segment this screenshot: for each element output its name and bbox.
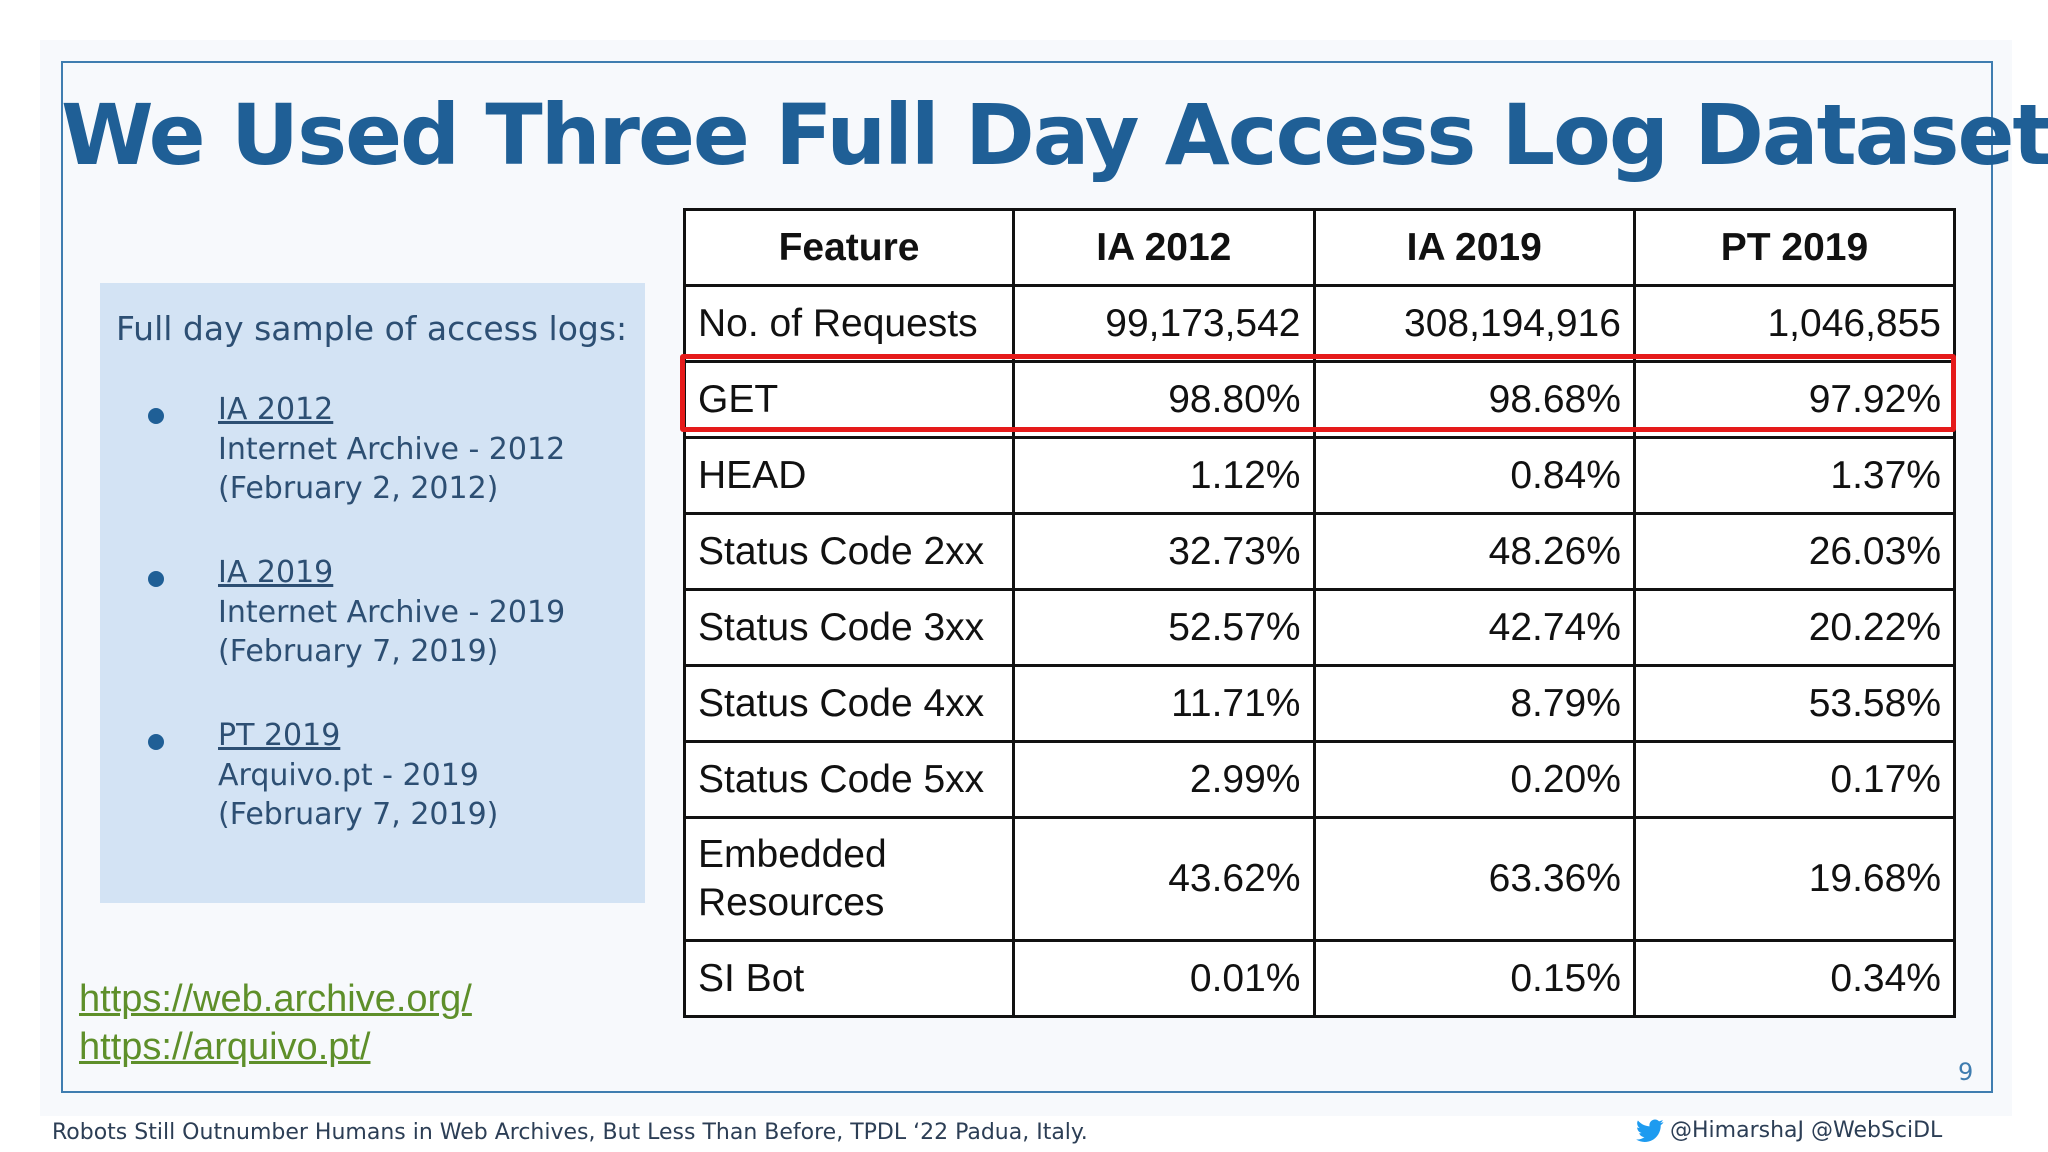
value-cell: 98.80%: [1012, 360, 1316, 439]
value-cell: 32.73%: [1012, 512, 1316, 591]
value-cell: 0.34%: [1632, 939, 1957, 1018]
table-row: No. of Requests 99,173,542 308,194,916 1…: [682, 284, 1957, 363]
feature-cell: No. of Requests: [682, 284, 1016, 363]
value-cell: 43.62%: [1012, 816, 1316, 942]
feature-cell: Status Code 5xx: [682, 740, 1016, 819]
social-handles: @HimarshaJ @WebSciDL: [1636, 1118, 1942, 1143]
feature-cell: Embedded Resources: [682, 816, 1016, 942]
value-cell: 1.12%: [1012, 436, 1316, 515]
slide-title: We Used Three Full Day Access Log Datase…: [61, 86, 2048, 184]
value-cell: 2.99%: [1012, 740, 1316, 819]
dataset-name-link[interactable]: PT 2019: [218, 718, 341, 753]
reference-links: https://web.archive.org/ https://arquivo…: [79, 975, 472, 1071]
value-cell: 48.26%: [1312, 512, 1636, 591]
header-ia2012: IA 2012: [1012, 208, 1316, 287]
table-row: GET 98.80% 98.68% 97.92%: [682, 360, 1957, 439]
value-cell: 0.15%: [1312, 939, 1636, 1018]
header-feature: Feature: [682, 208, 1016, 287]
value-cell: 0.20%: [1312, 740, 1636, 819]
bullet-icon: [148, 408, 164, 424]
twitter-icon: [1636, 1118, 1664, 1142]
table-row: HEAD 1.12% 0.84% 1.37%: [682, 436, 1957, 515]
value-cell: 20.22%: [1632, 588, 1957, 667]
feature-cell: Status Code 3xx: [682, 588, 1016, 667]
web-archive-link[interactable]: https://web.archive.org/: [79, 978, 472, 1020]
dataset-date: (February 7, 2019): [218, 634, 499, 669]
table-header-row: Feature IA 2012 IA 2019 PT 2019: [682, 208, 1957, 287]
feature-line-1: Embedded: [698, 833, 887, 876]
page-number: 9: [1958, 1058, 1974, 1086]
value-cell: 8.79%: [1312, 664, 1636, 743]
feature-cell: Status Code 2xx: [682, 512, 1016, 591]
value-cell: 42.74%: [1312, 588, 1636, 667]
value-cell: 99,173,542: [1012, 284, 1316, 363]
dataset-description: Internet Archive - 2012: [218, 432, 566, 467]
value-cell: 0.84%: [1312, 436, 1636, 515]
get-row-highlight: [680, 354, 1956, 432]
feature-cell: SI Bot: [682, 939, 1016, 1018]
table-row: Embedded Resources 43.62% 63.36% 19.68%: [682, 816, 1957, 942]
value-cell: 0.01%: [1012, 939, 1316, 1018]
value-cell: 19.68%: [1632, 816, 1957, 942]
dataset-date: (February 2, 2012): [218, 471, 499, 506]
value-cell: 63.36%: [1312, 816, 1636, 942]
dataset-description: Internet Archive - 2019: [218, 595, 566, 630]
value-cell: 308,194,916: [1312, 284, 1636, 363]
value-cell: 1,046,855: [1632, 284, 1957, 363]
value-cell: 11.71%: [1012, 664, 1316, 743]
slide-frame: [61, 61, 1993, 1093]
table-row: Status Code 2xx 32.73% 48.26% 26.03%: [682, 512, 1957, 591]
feature-cell: Status Code 4xx: [682, 664, 1016, 743]
table-row: Status Code 4xx 11.71% 8.79% 53.58%: [682, 664, 1957, 743]
dataset-name-link[interactable]: IA 2012: [218, 392, 334, 427]
dataset-info-box: Full day sample of access logs: IA 2012 …: [100, 283, 645, 903]
feature-line-2: Resources: [698, 881, 885, 924]
table-row: Status Code 5xx 2.99% 0.20% 0.17%: [682, 740, 1957, 819]
bullet-icon: [148, 571, 164, 587]
value-cell: 26.03%: [1632, 512, 1957, 591]
feature-cell: GET: [682, 360, 1016, 439]
info-heading: Full day sample of access logs:: [116, 309, 628, 348]
table-row: Status Code 3xx 52.57% 42.74% 20.22%: [682, 588, 1957, 667]
dataset-date: (February 7, 2019): [218, 797, 499, 832]
value-cell: 98.68%: [1312, 360, 1636, 439]
arquivo-link[interactable]: https://arquivo.pt/: [79, 1026, 371, 1068]
header-ia2019: IA 2019: [1312, 208, 1636, 287]
value-cell: 52.57%: [1012, 588, 1316, 667]
dataset-name-link[interactable]: IA 2019: [218, 555, 334, 590]
bullet-icon: [148, 734, 164, 750]
table-row: SI Bot 0.01% 0.15% 0.34%: [682, 939, 1957, 1018]
datasets-table: Feature IA 2012 IA 2019 PT 2019 No. of R…: [682, 208, 1957, 1018]
footer-citation: Robots Still Outnumber Humans in Web Arc…: [52, 1120, 1088, 1145]
feature-cell: HEAD: [682, 436, 1016, 515]
value-cell: 97.92%: [1632, 360, 1957, 439]
value-cell: 53.58%: [1632, 664, 1957, 743]
handles-text: @HimarshaJ @WebSciDL: [1670, 1118, 1943, 1143]
value-cell: 0.17%: [1632, 740, 1957, 819]
value-cell: 1.37%: [1632, 436, 1957, 515]
header-pt2019: PT 2019: [1632, 208, 1957, 287]
dataset-description: Arquivo.pt - 2019: [218, 758, 479, 793]
